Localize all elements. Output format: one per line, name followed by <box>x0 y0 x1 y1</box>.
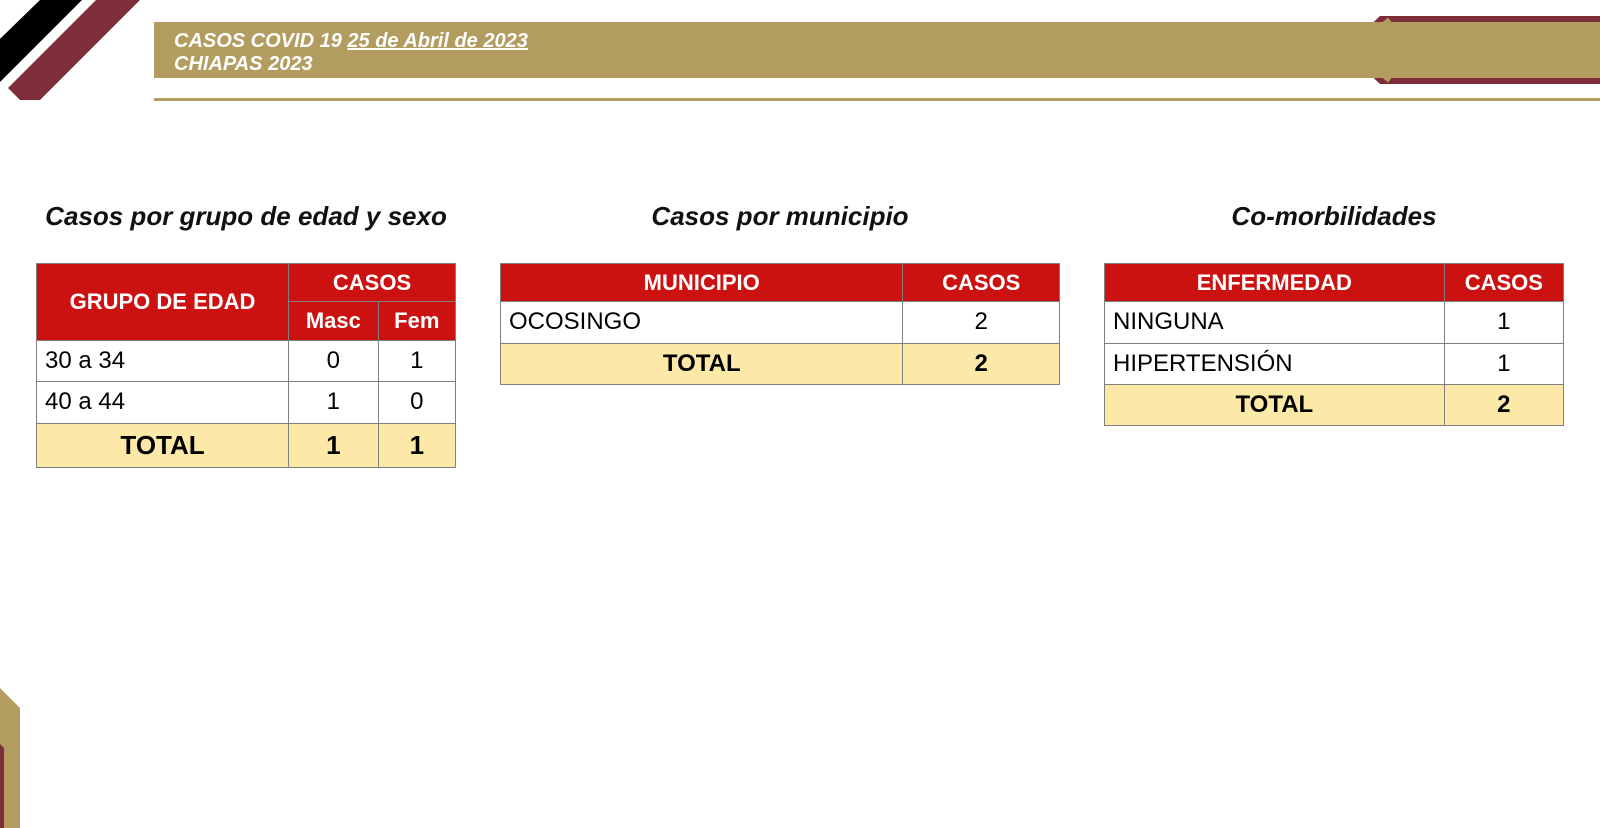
age-table: GRUPO DE EDAD CASOS Masc Fem 30 a 34 0 1… <box>36 263 456 468</box>
header-bar: CASOS COVID 19 25 de Abril de 2023 CHIAP… <box>154 22 1600 78</box>
muni-row-cases: 2 <box>903 302 1060 343</box>
comorb-row-name: NINGUNA <box>1105 302 1445 343</box>
age-row-masc: 0 <box>289 340 379 381</box>
comorb-total-label: TOTAL <box>1105 384 1445 425</box>
content-area: Casos por grupo de edad y sexo GRUPO DE … <box>36 200 1564 468</box>
comorb-row-cases: 1 <box>1444 343 1563 384</box>
age-row: 40 a 44 1 0 <box>37 382 456 423</box>
age-row-group: 30 a 34 <box>37 340 289 381</box>
comorb-total-row: TOTAL 2 <box>1105 384 1564 425</box>
comorb-row-name: HIPERTENSIÓN <box>1105 343 1445 384</box>
comorb-header-cases: CASOS <box>1444 263 1563 302</box>
age-total-label: TOTAL <box>37 423 289 467</box>
comorb-row: HIPERTENSIÓN 1 <box>1105 343 1564 384</box>
age-header-masc: Masc <box>289 302 379 341</box>
age-total-fem: 1 <box>378 423 455 467</box>
muni-total-cases: 2 <box>903 343 1060 384</box>
panel-comorb-title: Co-morbilidades <box>1231 200 1436 233</box>
age-row: 30 a 34 0 1 <box>37 340 456 381</box>
age-row-group: 40 a 44 <box>37 382 289 423</box>
age-total-masc: 1 <box>289 423 379 467</box>
age-header-cases: CASOS <box>289 263 456 302</box>
age-row-masc: 1 <box>289 382 379 423</box>
panel-municipio: Casos por municipio MUNICIPIO CASOS OCOS… <box>500 200 1060 385</box>
comorb-table: ENFERMEDAD CASOS NINGUNA 1 HIPERTENSIÓN … <box>1104 263 1564 427</box>
muni-row: OCOSINGO 2 <box>501 302 1060 343</box>
corner-accent-bottom-left <box>0 668 120 828</box>
muni-table: MUNICIPIO CASOS OCOSINGO 2 TOTAL 2 <box>500 263 1060 385</box>
panel-age-sex: Casos por grupo de edad y sexo GRUPO DE … <box>36 200 456 468</box>
age-header-group: GRUPO DE EDAD <box>37 263 289 340</box>
header-title-line1: CASOS COVID 19 25 de Abril de 2023 <box>174 30 1580 53</box>
comorb-row-cases: 1 <box>1444 302 1563 343</box>
header-date: 25 de Abril de 2023 <box>347 30 527 52</box>
comorb-row: NINGUNA 1 <box>1105 302 1564 343</box>
age-header-fem: Fem <box>378 302 455 341</box>
header-banner: CASOS COVID 19 25 de Abril de 2023 CHIAP… <box>0 22 1600 82</box>
muni-total-row: TOTAL 2 <box>501 343 1060 384</box>
comorb-header-enfermedad: ENFERMEDAD <box>1105 263 1445 302</box>
muni-header-cases: CASOS <box>903 263 1060 302</box>
muni-header-municipio: MUNICIPIO <box>501 263 903 302</box>
header-subtitle: CHIAPAS 2023 <box>174 53 1580 76</box>
age-row-fem: 0 <box>378 382 455 423</box>
header-title-prefix: CASOS COVID 19 <box>174 30 347 52</box>
age-total-row: TOTAL 1 1 <box>37 423 456 467</box>
muni-row-name: OCOSINGO <box>501 302 903 343</box>
panel-age-title: Casos por grupo de edad y sexo <box>45 200 447 233</box>
panel-comorbilidades: Co-morbilidades ENFERMEDAD CASOS NINGUNA… <box>1104 200 1564 426</box>
age-row-fem: 1 <box>378 340 455 381</box>
header-underline <box>154 98 1600 101</box>
muni-total-label: TOTAL <box>501 343 903 384</box>
comorb-total-cases: 2 <box>1444 384 1563 425</box>
panel-muni-title: Casos por municipio <box>651 200 908 233</box>
